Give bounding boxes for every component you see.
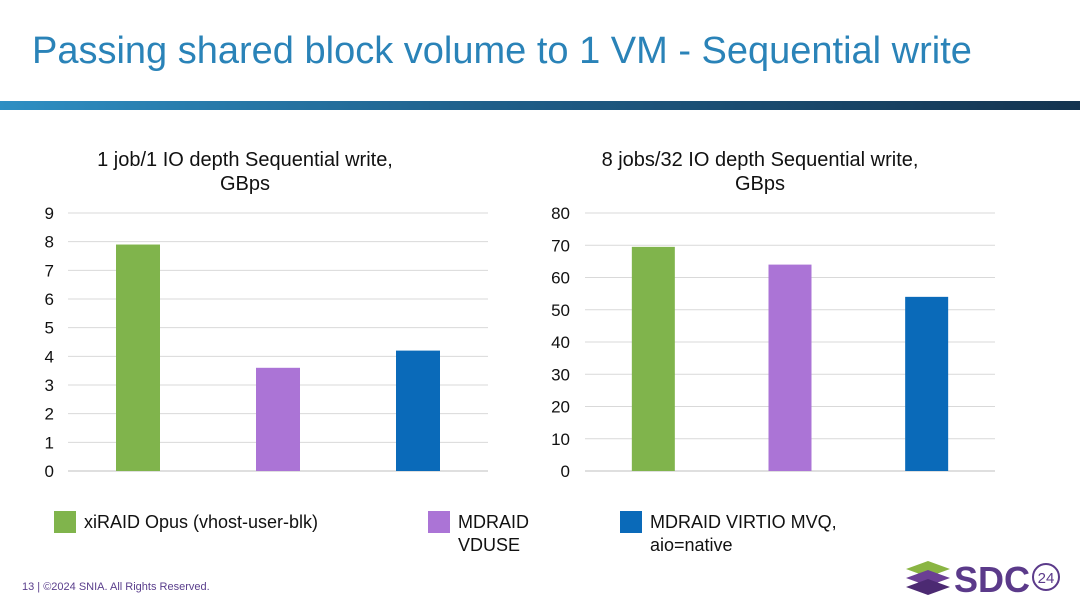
legend-label-xiraid: xiRAID Opus (vhost-user-blk) (84, 511, 318, 534)
chart2-ytick-label: 40 (551, 333, 570, 352)
chart1-ytick-label: 7 (45, 261, 54, 280)
chart2-ytick-label: 10 (551, 430, 570, 449)
chart2-title: 8 jobs/32 IO depth Sequential write, GBp… (570, 148, 950, 196)
chart2-ytick-label: 30 (551, 365, 570, 384)
chart1-ytick-label: 4 (45, 347, 54, 366)
chart2-ytick-label: 80 (551, 204, 570, 223)
sdc-logo-text: SDC (954, 559, 1030, 600)
chart2-title-line2: GBps (734, 173, 786, 195)
chart2-bar-3 (905, 296, 949, 471)
footer-copyright: 13 | ©2024 SNIA. All Rights Reserved. (22, 581, 210, 593)
chart2-ytick-label: 0 (561, 462, 570, 481)
title-divider (0, 101, 1080, 110)
chart2-bar-1 (631, 246, 675, 471)
chart1-ytick-label: 9 (45, 204, 54, 223)
legend-item-xiraid: xiRAID Opus (vhost-user-blk) (54, 511, 318, 534)
chart1-title-line2: GBps (219, 173, 271, 195)
chart2-bar-2 (768, 264, 812, 471)
sdc-logo-badge (1032, 563, 1060, 591)
legend-swatch-mdraid-virtio (620, 511, 642, 533)
sdc-logo: SDC 24 (906, 559, 1060, 600)
legend-item-mdraid-virtio: MDRAID VIRTIO MVQ, aio=native (620, 511, 837, 557)
legend-label-mdraid-vduse-line1: MDRAID (458, 512, 529, 532)
chart2-ytick-label: 20 (551, 398, 570, 417)
chart1-ytick-label: 1 (45, 433, 54, 452)
legend-label-mdraid-virtio-line1: MDRAID VIRTIO MVQ, (650, 512, 837, 532)
chart1-ytick-label: 5 (45, 319, 54, 338)
legend-label-mdraid-virtio-line2: aio=native (650, 535, 733, 555)
sdc-logo-year: 24 (1038, 570, 1055, 587)
legend-item-mdraid-vduse: MDRAID VDUSE (428, 511, 529, 557)
legend-label-xiraid-line1: xiRAID Opus (vhost-user-blk) (84, 512, 319, 532)
chart2-ytick-label: 70 (551, 236, 570, 255)
legend-swatch-xiraid (54, 511, 76, 533)
chart1-title-line1: 1 job/1 IO depth Sequential write, (97, 149, 393, 171)
chart1-ytick-label: 0 (45, 462, 54, 481)
chart1-title: 1 job/1 IO depth Sequential write, GBps (60, 148, 430, 196)
chart2-ytick-label: 50 (551, 301, 570, 320)
charts-canvas: 0 1 2 3 4 5 6 7 8 9 0 10 20 30 40 50 60 70 80 (45, 204, 995, 481)
chart1-bar-2 (256, 367, 300, 471)
chart1-bar-1 (116, 244, 160, 471)
sdc-logo-stack-icon (906, 561, 950, 595)
legend-label-mdraid-vduse: MDRAID VDUSE (458, 511, 529, 557)
legend-swatch-mdraid-vduse (428, 511, 450, 533)
legend-label-mdraid-virtio: MDRAID VIRTIO MVQ, aio=native (650, 511, 837, 557)
chart1-ytick-label: 8 (45, 233, 54, 252)
chart1-ytick-label: 6 (45, 290, 54, 309)
legend-label-mdraid-vduse-line2: VDUSE (458, 535, 521, 555)
chart2-title-line1: 8 jobs/32 IO depth Sequential write, (601, 149, 919, 171)
chart1-ytick-label: 2 (45, 405, 54, 424)
slide-title: Passing shared block volume to 1 VM - Se… (32, 30, 972, 72)
chart1-bar-3 (396, 350, 440, 471)
chart1-ytick-label: 3 (45, 376, 54, 395)
chart2-ytick-label: 60 (551, 269, 570, 288)
